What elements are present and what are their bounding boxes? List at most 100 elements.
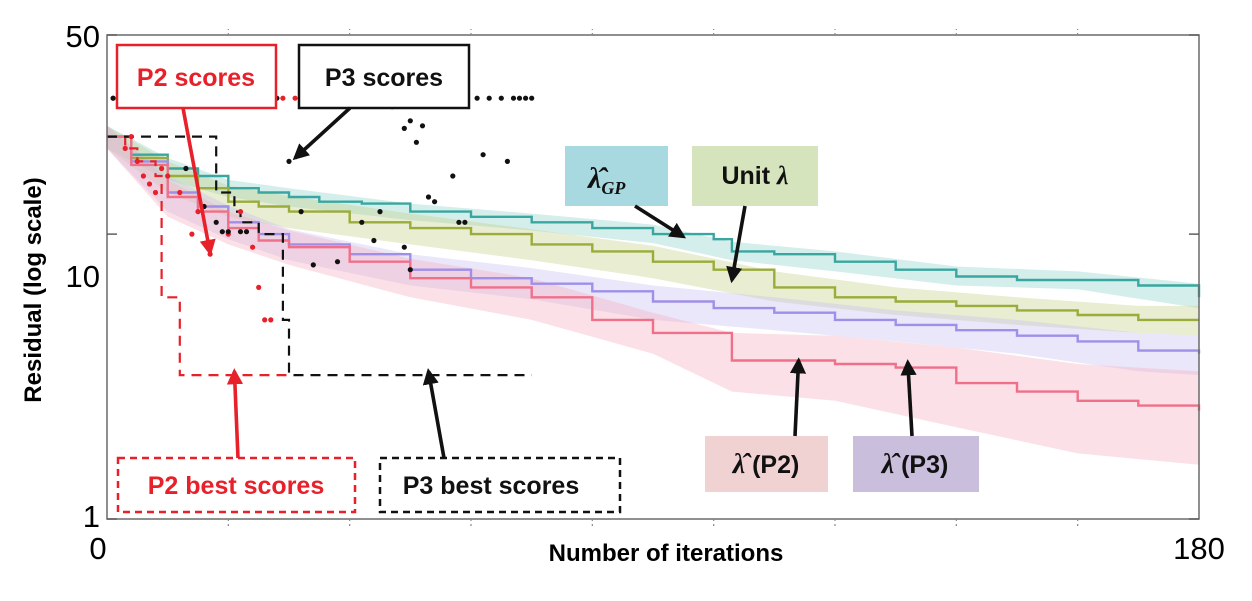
callout-unit-lambda: Unit λ [692,146,818,206]
x-tick-label-0: 0 [89,531,106,566]
band-series-2 [107,125,1199,376]
p3-scores-point [486,95,492,101]
callout-arrows [181,106,917,459]
best-score-lines [107,135,532,377]
p2-scores-point [134,158,140,164]
p2-best-scores-line [107,135,289,377]
p2-scores-point [152,189,159,196]
callout-lambda-gp-box [565,146,668,206]
p3-scores-point [529,95,535,101]
p3-scores-point [359,219,365,225]
p3-best-scores-line [107,135,532,377]
callout-p3-best: P3 best scores [378,456,622,514]
p3-scores-point [504,158,510,164]
y-axis-title: Residual (log scale) [20,177,47,402]
p3-scores-point [401,125,407,131]
axis-ticks [107,29,1199,527]
p3-scores-point [334,259,341,265]
p3-scores-point [425,194,432,200]
p3-scores-point [377,209,383,215]
x-axis-title: Number of iterations [549,540,784,567]
line-series-3 [107,135,1201,411]
p3-scores-point [110,95,116,101]
p3-scores-point [407,118,413,124]
arrow-lambda-gp [634,204,687,239]
callout-p3-scores-label: P3 scores [325,64,443,92]
p2-scores-point [122,145,128,151]
arrow-unit-lambda [726,205,747,284]
p3-scores-point [456,219,462,225]
p3-scores-point [371,237,377,244]
p3-scores-point [498,95,504,101]
p3-scores-point [243,229,250,235]
plot-frame [106,34,1200,520]
callout-unit-lambda-label: Unit λ [721,161,788,190]
line-series-0 [107,135,1201,298]
callout-p2-best: P2 best scores [116,456,357,514]
p3-scores-point [407,267,413,273]
band-series-3 [107,125,1199,465]
callout-p3-best-label: P3 best scores [403,472,580,500]
p2-scores-point [280,95,286,101]
p3-scores-point [183,165,189,172]
band-series-0 [107,125,1199,309]
p3-scores-point [225,229,231,235]
p3-scores-point [419,123,426,129]
p3-scores-point [286,158,292,164]
arrow-p2-scores [181,107,216,256]
p3-scores-point [237,229,244,235]
p2-scores-point [128,134,134,140]
line-series-2 [107,135,1201,354]
x-tick-label-180: 180 [1173,531,1225,566]
p2-scores-point [237,209,244,215]
callout-lambda-p2-label: λ̂ (P2) [732,449,800,480]
callout-lambda-gp: λ̂GP [565,146,668,206]
p2-scores-point [189,231,195,237]
arrow-lambda-p2 [789,357,807,437]
p2-scores-point [159,165,165,172]
arrow-lambda-p3 [900,359,917,437]
y-tick-label-50: 50 [66,19,100,54]
p3-scores-point [462,219,468,225]
p2-scores-point [250,244,256,250]
callout-p2-scores-box [115,43,278,110]
callout-p2-scores-label: P2 scores [137,64,255,92]
p2-scores-point [165,173,171,179]
callout-p3-scores-box [297,43,471,110]
callout-p2-best-box [116,456,357,514]
callout-p3-scores: P3 scores [297,43,471,110]
callout-p2-best-label: P2 best scores [148,472,325,500]
p3-scores-point [480,152,486,158]
callout-p2-scores: P2 scores [115,43,278,110]
p3-scores-point [298,209,304,215]
p2-scores-point [146,181,153,187]
p2-scores-point [195,209,201,215]
p3-scores-point [401,244,407,250]
p3-scores-point [219,229,225,235]
y-tick-label-1: 1 [83,499,100,534]
p3-scores-point [432,199,438,205]
y-tick-label-10: 10 [66,259,100,294]
callout-lambda-p3: λ̂ (P3) [853,436,979,492]
callout-lambda-p3-box [853,436,979,492]
p3-scores-point [516,95,523,101]
arrow-p3-scores [292,106,352,161]
callout-p3-best-box [378,456,622,514]
p3-scores-point [510,95,517,101]
arrow-p3-best [422,368,446,459]
mean-lines [107,135,1201,411]
p3-scores-point [413,139,419,145]
p2-scores-point [292,95,298,101]
p2-scores-point [268,317,274,323]
p2-scores-point [140,173,146,179]
p3-scores-point [474,95,480,101]
line-series-1 [107,135,1199,322]
p2-scores-point [177,189,183,196]
p3-scores-point [213,219,219,225]
callout-lambda-p3-label: λ̂ (P3) [881,449,949,480]
p3-scores-point [310,262,316,268]
arrow-p2-best [226,368,244,459]
p3-scores-point [450,173,456,179]
